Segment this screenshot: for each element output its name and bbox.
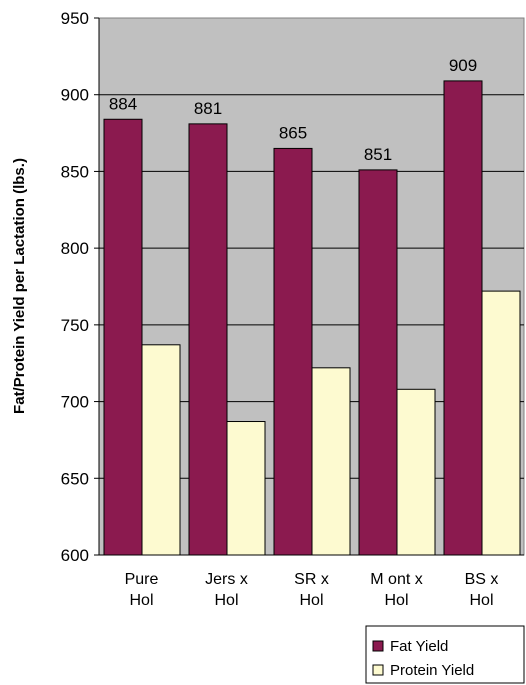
- bar-protein-yield: [481, 290, 521, 556]
- legend-swatch-protein-yield: [372, 664, 384, 676]
- y-tick-label: 700: [61, 393, 89, 412]
- bar-fat-yield: [103, 118, 143, 556]
- y-tick-label: 600: [61, 546, 89, 565]
- x-category-label: M ont x: [370, 571, 422, 588]
- x-category-label: Hol: [299, 592, 323, 609]
- bar-fat-yield: [358, 169, 398, 556]
- y-tick-label: 650: [61, 469, 89, 488]
- legend-box: [365, 625, 525, 684]
- y-tick-label: 950: [61, 9, 89, 28]
- legend-swatch-fat-yield: [372, 640, 384, 652]
- bar-protein-yield: [311, 367, 351, 556]
- bars: [103, 80, 521, 556]
- x-category-label: Hol: [214, 592, 238, 609]
- y-tick-label: 800: [61, 239, 89, 258]
- x-category-label: SR x: [294, 571, 329, 588]
- y-tick-label: 750: [61, 316, 89, 335]
- bar-fat-yield: [443, 80, 483, 556]
- y-tick-label: 900: [61, 86, 89, 105]
- y-tick-label: 850: [61, 162, 89, 181]
- legend: Fat Yield Protein Yield: [365, 625, 525, 684]
- bar-protein-yield: [396, 388, 436, 556]
- bar-fat-yield: [188, 123, 228, 556]
- x-category-label: Hol: [384, 592, 408, 609]
- x-category-label: BS x: [465, 571, 499, 588]
- bar-protein-yield: [141, 344, 181, 556]
- x-category-label: Pure: [125, 571, 159, 588]
- data-label: 851: [364, 145, 392, 164]
- bar-protein-yield: [226, 421, 266, 556]
- x-axis-categories: Pure Hol Jers x Hol SR x Hol M ont x Hol BS x Hol: [125, 571, 499, 609]
- data-label: 865: [279, 123, 307, 142]
- x-category-label: Hol: [469, 592, 493, 609]
- legend-label-fat-yield: Fat Yield: [390, 638, 448, 655]
- y-axis-ticks: 600 650 700 750 800 850 900 950: [61, 9, 99, 565]
- bar-fat-yield: [273, 147, 313, 556]
- y-axis-label: Fat/Protein Yield per Lactation (lbs.): [11, 158, 28, 414]
- x-category-label: Jers x: [205, 571, 248, 588]
- legend-label-protein-yield: Protein Yield: [390, 662, 474, 679]
- data-labels: 884 881 865 851 909: [109, 56, 477, 164]
- x-category-label: Hol: [129, 592, 153, 609]
- data-label: 881: [194, 99, 222, 118]
- data-label: 884: [109, 94, 137, 113]
- data-label: 909: [449, 56, 477, 75]
